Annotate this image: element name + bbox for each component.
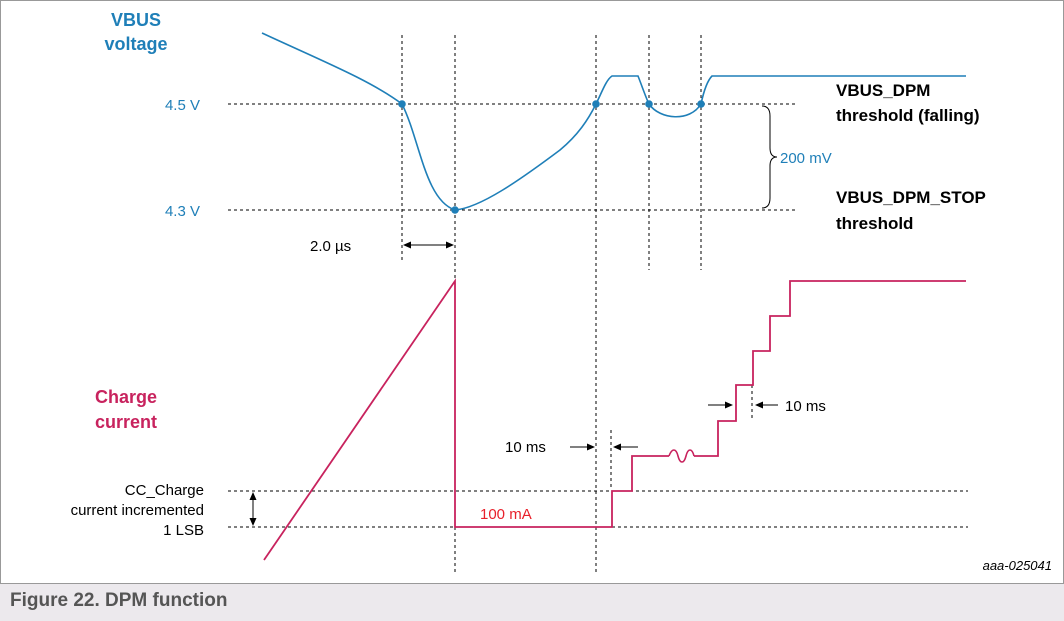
charge-current-break	[668, 449, 695, 463]
marker-dpm-enter	[398, 100, 406, 108]
delta-brace	[761, 105, 778, 209]
vbus-title-line2: voltage	[104, 34, 167, 54]
caption-bar	[0, 584, 1064, 621]
marker-min-voltage	[451, 206, 459, 214]
dpm-falling-line2: threshold (falling)	[836, 106, 980, 125]
cc-label-line3: 1 LSB	[163, 522, 204, 539]
cc-label-line1: CC_Charge	[125, 482, 204, 499]
dpm-stop-line2: threshold	[836, 214, 913, 233]
vbus-markers	[398, 100, 705, 214]
figure-id-label: aaa-025041	[983, 558, 1052, 573]
marker-recover-1	[592, 100, 600, 108]
delay-arrow	[403, 241, 454, 249]
delay-us-label: 2.0 µs	[310, 238, 351, 255]
v-high-label: 4.5 V	[165, 97, 200, 114]
current-100ma-label: 100 mA	[480, 506, 532, 523]
marker-recover-2	[697, 100, 705, 108]
ms-arrows-left	[570, 443, 638, 451]
dpm-falling-line1: VBUS_DPM	[836, 81, 930, 100]
threshold-guides	[228, 103, 968, 528]
ms-left-label: 10 ms	[505, 439, 546, 456]
charge-title-line2: current	[95, 412, 157, 432]
lsb-arrow	[249, 492, 257, 526]
dpm-stop-line1: VBUS_DPM_STOP	[836, 188, 986, 207]
ms-arrows-right	[708, 401, 778, 409]
charge-current-waveform	[263, 278, 669, 561]
marker-dip-start	[645, 100, 653, 108]
charge-title-line1: Charge	[95, 387, 157, 407]
delta-mv-label: 200 mV	[780, 150, 832, 167]
vbus-title-line1: VBUS	[111, 10, 161, 30]
v-low-label: 4.3 V	[165, 203, 200, 220]
figure-caption: Figure 22. DPM function	[10, 590, 228, 611]
ms-right-label: 10 ms	[785, 398, 826, 415]
charge-current-steps	[694, 280, 966, 457]
cc-label-line2: current incremented	[71, 502, 204, 519]
